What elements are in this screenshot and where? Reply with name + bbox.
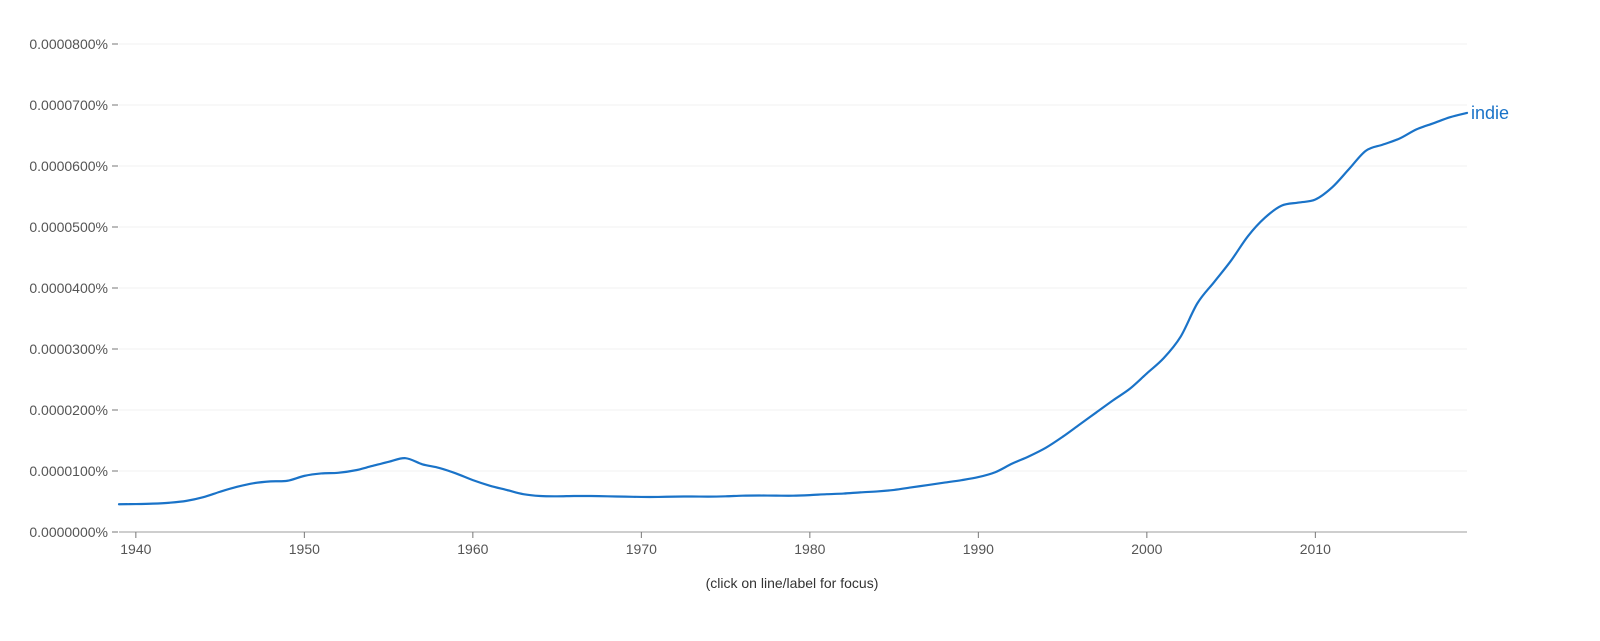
x-tick-label: 2000: [1131, 541, 1162, 557]
x-tick-label: 1960: [457, 541, 488, 557]
x-tick-label: 1990: [963, 541, 994, 557]
x-tick-label: 2010: [1300, 541, 1331, 557]
y-tick-label: 0.0000600%: [29, 158, 108, 174]
focus-hint-caption: (click on line/label for focus): [706, 575, 879, 591]
y-tick-label: 0.0000300%: [29, 341, 108, 357]
y-axis: 0.0000000% 0.0000100% 0.0000200% 0.0000300%…: [29, 36, 118, 540]
y-tick-label: 0.0000000%: [29, 524, 108, 540]
x-tick-label: 1970: [626, 541, 657, 557]
x-axis: 1940 1950 1960 1970 1980 1990 2000 2010: [119, 531, 1467, 557]
y-tick-label: 0.0000200%: [29, 402, 108, 418]
series-layer[interactable]: indie: [117, 103, 1509, 506]
y-tick-label: 0.0000700%: [29, 97, 108, 113]
x-tick-label: 1940: [120, 541, 151, 557]
series-line-indie[interactable]: [117, 111, 1469, 506]
y-tick-label: 0.0000400%: [29, 280, 108, 296]
x-tick-label: 1980: [794, 541, 825, 557]
gridlines: [119, 43, 1467, 472]
y-tick-label: 0.0000100%: [29, 463, 108, 479]
y-tick-label: 0.0000800%: [29, 36, 108, 52]
y-tick-label: 0.0000500%: [29, 219, 108, 235]
series-label-indie[interactable]: indie: [1471, 103, 1509, 123]
x-tick-label: 1950: [289, 541, 320, 557]
